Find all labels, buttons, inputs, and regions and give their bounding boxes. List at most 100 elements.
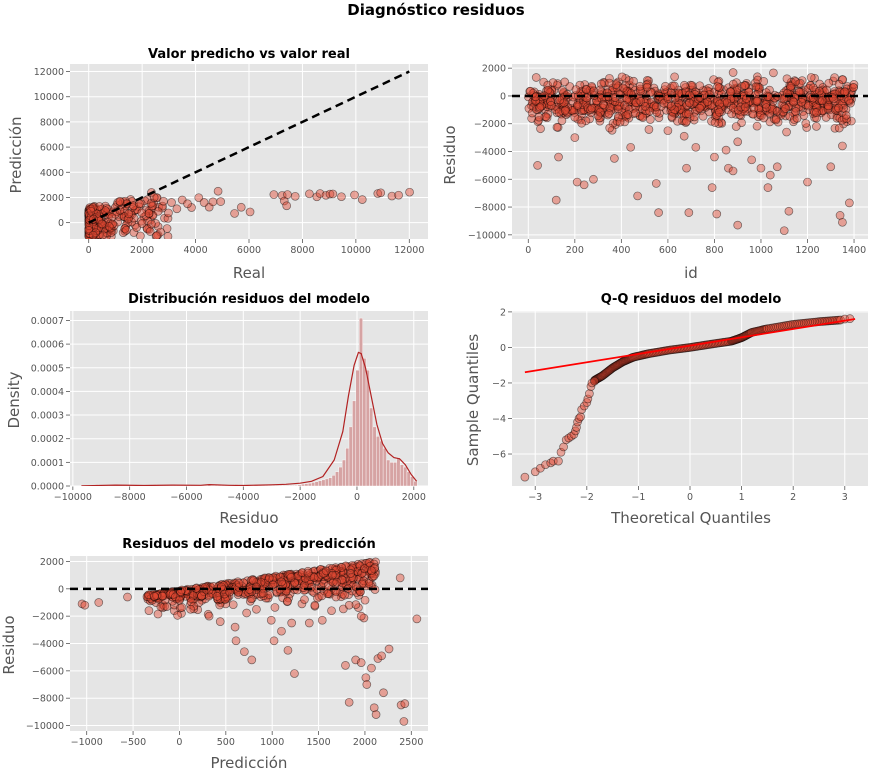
- data-point: [576, 412, 585, 422]
- data-point: [635, 81, 645, 91]
- data-point: [636, 97, 646, 106]
- y-tick-label: −8000: [474, 203, 506, 214]
- data-point: [571, 85, 581, 94]
- data-point: [726, 87, 736, 97]
- data-point: [356, 611, 366, 621]
- data-point: [149, 591, 159, 601]
- data-point: [186, 594, 196, 603]
- histogram-bar: [341, 459, 346, 486]
- data-point: [144, 606, 154, 615]
- data-point: [752, 96, 762, 106]
- kde-curve: [81, 351, 418, 486]
- x-tick-label: 800: [705, 245, 723, 256]
- data-point: [351, 600, 361, 609]
- data-point: [826, 162, 836, 172]
- data-point: [282, 201, 292, 211]
- histogram-bar: [406, 471, 411, 486]
- data-point: [277, 577, 286, 587]
- data-point: [849, 83, 858, 92]
- data-point: [197, 591, 206, 601]
- data-point: [399, 717, 409, 726]
- plot-marks: [81, 317, 418, 486]
- data-point: [337, 192, 346, 202]
- data-point: [230, 209, 239, 218]
- data-point: [283, 596, 292, 606]
- plot-area-resid-vs-pred: −1000 −500 0 500 1000 1500 2000 2500 2000 0 −2000 −…: [26, 556, 428, 748]
- data-point: [713, 82, 722, 91]
- y-tick-label: 2000: [40, 557, 64, 568]
- data-point: [769, 68, 778, 78]
- data-point: [684, 208, 694, 217]
- x-tick-label: 12000: [394, 245, 424, 256]
- data-point: [526, 86, 535, 96]
- histogram-bar: [331, 475, 336, 486]
- data-point: [394, 190, 403, 200]
- histogram-bar: [304, 483, 309, 486]
- data-point: [317, 615, 327, 625]
- y-tick-label: −2: [492, 378, 506, 389]
- data-point: [162, 602, 172, 611]
- data-point: [189, 601, 199, 611]
- data-point: [589, 86, 599, 96]
- data-point: [667, 112, 677, 121]
- data-point: [304, 618, 314, 628]
- data-point: [721, 145, 731, 155]
- panel-resid-vs-pred: Residuos del modelo vs predicción Predic…: [0, 537, 428, 769]
- x-axis-label: Predicción: [211, 754, 288, 769]
- data-point: [328, 570, 337, 580]
- x-tick-label: 0: [354, 492, 360, 503]
- data-point: [834, 79, 844, 89]
- y-tick-label: −2000: [32, 612, 64, 623]
- data-point: [640, 102, 650, 111]
- fit-line: [524, 318, 856, 374]
- data-point: [673, 116, 682, 126]
- data-point: [812, 122, 821, 131]
- data-point: [212, 592, 222, 601]
- x-axis-label: Real: [233, 264, 265, 282]
- histogram-bar: [396, 457, 401, 486]
- panel-title: Residuos del modelo vs predicción: [122, 537, 375, 552]
- data-point: [554, 456, 563, 466]
- x-tick-label: −6000: [170, 492, 202, 503]
- data-point: [589, 174, 598, 184]
- plot-marks: [84, 70, 414, 239]
- data-point: [341, 661, 350, 670]
- data-point: [163, 231, 173, 239]
- data-point: [600, 78, 609, 88]
- data-point: [303, 568, 313, 578]
- data-point: [124, 209, 134, 219]
- data-point: [631, 108, 640, 118]
- data-point: [557, 116, 567, 125]
- y-tick-label: 0: [58, 218, 64, 229]
- x-tick-label: −3: [528, 492, 542, 503]
- data-point: [822, 85, 831, 95]
- x-tick-label: 1000: [260, 737, 284, 748]
- y-tick-label: 0.0003: [31, 411, 64, 422]
- data-point: [350, 190, 359, 200]
- data-point: [256, 577, 266, 587]
- data-point: [765, 170, 775, 180]
- y-tick-label: 0.0006: [31, 340, 64, 351]
- x-tick-label: 8000: [290, 245, 314, 256]
- data-point: [670, 72, 679, 82]
- data-point: [572, 101, 582, 110]
- data-point: [216, 197, 226, 206]
- x-axis-label: id: [684, 264, 698, 282]
- data-point: [570, 112, 580, 122]
- data-point: [563, 90, 572, 99]
- data-point: [715, 107, 724, 117]
- data-point: [751, 82, 761, 92]
- data-point: [546, 100, 556, 110]
- data-point: [605, 123, 615, 133]
- data-point: [740, 102, 750, 112]
- data-point: [728, 79, 738, 89]
- data-point: [623, 110, 633, 119]
- x-tick-label: 200: [566, 245, 584, 256]
- panel-resid-dist: Distribución residuos del modelo Residuo…: [5, 292, 428, 527]
- x-tick-label: −500: [120, 737, 146, 748]
- histogram-bar: [355, 369, 360, 486]
- plot-marks: [70, 557, 428, 726]
- data-point: [362, 680, 372, 689]
- data-point: [269, 190, 279, 199]
- data-point: [252, 604, 261, 614]
